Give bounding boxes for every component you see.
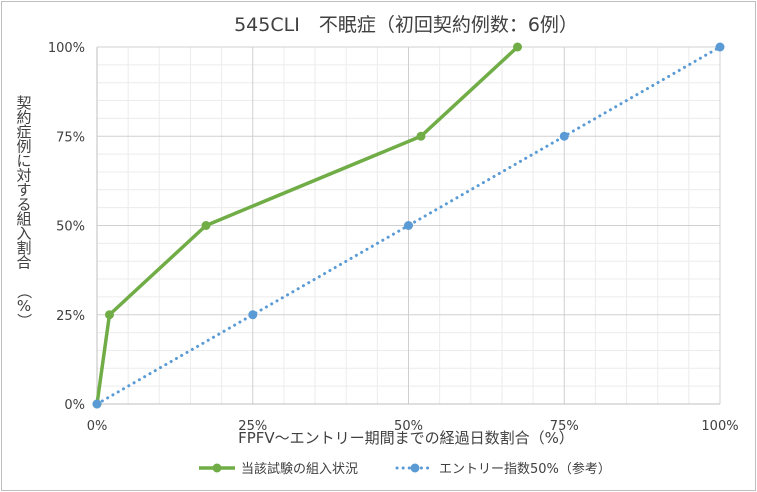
enrollment-point [104, 310, 114, 320]
x-axis-title: FPFV～エントリー期間までの経過日数割合（%） [238, 429, 574, 447]
y-axis-title-char: （ [15, 284, 33, 299]
enrollment-point [201, 221, 211, 230]
y-axis-title-char: す [16, 181, 31, 199]
legend-marker [410, 463, 420, 473]
legend-marker [212, 463, 222, 473]
y-axis-title-char: 割 [16, 239, 31, 257]
series-layer [92, 42, 725, 409]
y-tick-label: 50% [56, 220, 85, 235]
reference-point [92, 399, 102, 409]
reference-point [559, 131, 569, 141]
legend-label: 当該試験の組入状況 [241, 461, 358, 477]
y-axis-title-char: % [17, 297, 31, 315]
y-axis-title-char: 組 [16, 210, 31, 228]
x-tick-label: 25% [238, 419, 267, 434]
gridlines [97, 46, 721, 404]
chart-title: 545CLI 不眠症（初回契約例数：6例） [234, 14, 578, 36]
plot-border [96, 47, 720, 405]
legend: 当該試験の組入状況 エントリー指数50%（参考） [199, 461, 611, 477]
enrollment-point [513, 42, 523, 52]
y-axis-title-char: 症 [16, 123, 31, 141]
y-axis-title-char: る [16, 196, 31, 214]
y-tick-label: 0% [64, 398, 85, 413]
y-tick-label: 100% [48, 41, 85, 56]
enrollment-point [416, 131, 426, 141]
x-tick-labels: 0% 25% 50% 75% 100% [87, 419, 739, 434]
y-tick-labels: 0% 25% 50% 75% 100% [48, 41, 85, 413]
y-axis-title-char: に [16, 152, 31, 170]
y-axis-title-char: 入 [16, 225, 31, 243]
reference-point [715, 42, 725, 52]
y-axis-title-char: 契 [16, 94, 31, 112]
y-axis-title-char: 対 [16, 167, 31, 185]
y-tick-label: 25% [56, 309, 85, 324]
x-tick-label: 75% [550, 419, 579, 434]
y-axis-title-char: 約 [16, 109, 31, 127]
x-tick-label: 100% [701, 419, 738, 434]
y-tick-label: 75% [56, 130, 85, 145]
y-axis-title-char: ） [15, 313, 33, 328]
reference-point [248, 310, 258, 320]
x-tick-label: 0% [87, 419, 108, 434]
y-axis-title-char: 合 [16, 254, 31, 272]
legend-label: エントリー指数50%（参考） [439, 461, 611, 477]
reference-point [404, 221, 413, 230]
y-axis-title-char: 例 [16, 138, 31, 156]
x-tick-label: 50% [394, 419, 423, 434]
